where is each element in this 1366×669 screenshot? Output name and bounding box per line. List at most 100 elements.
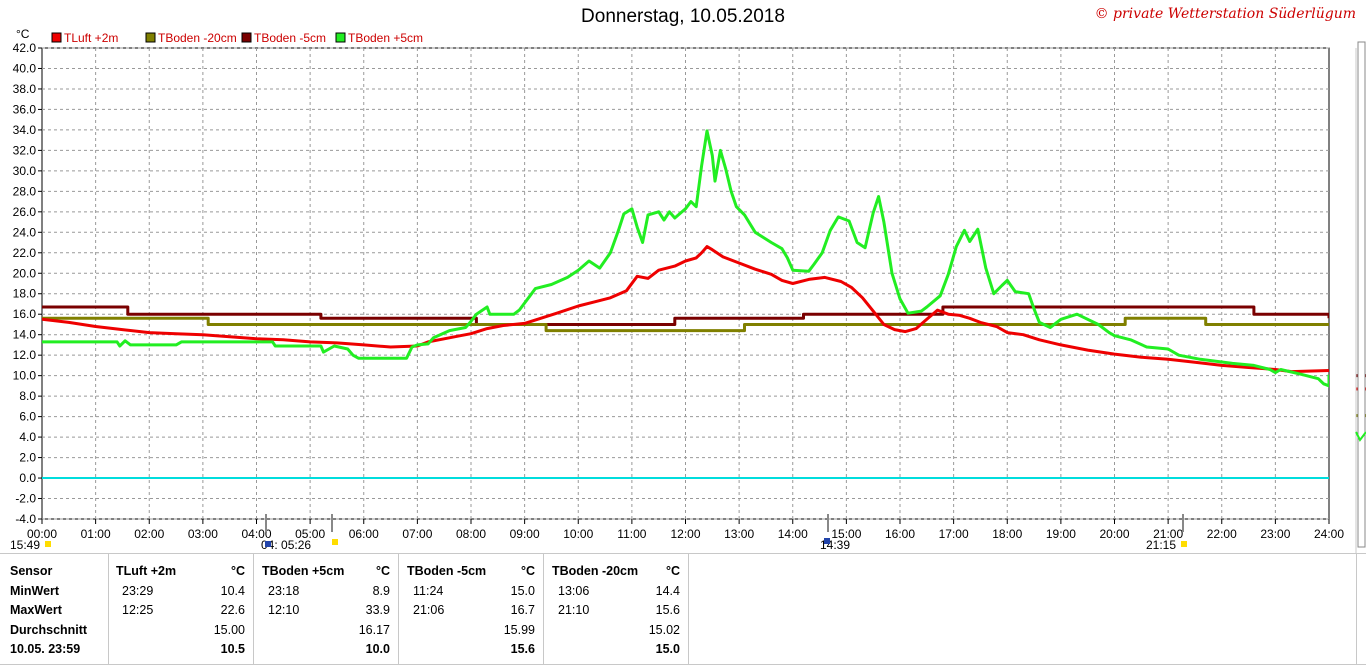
y-tick-label: 20.0: [13, 266, 37, 280]
stats-avg-value: 16.17: [358, 623, 390, 637]
chart: -4.0 -2.0 0.0 2.0 4.0 6.0 8.0 10.0 12.0 14.0 16.0 1…: [10, 27, 1366, 553]
x-tick-label: 17:00: [939, 527, 969, 541]
x-tick-label: 20:00: [1099, 527, 1129, 541]
stats-col-unit: °C: [375, 564, 390, 578]
y-tick-label: 40.0: [13, 61, 37, 75]
stats-top-line: [0, 553, 1366, 554]
y-tick-label: 22.0: [13, 246, 37, 260]
y-axis-label: °C: [16, 27, 30, 41]
y-tick-label: 30.0: [13, 164, 37, 178]
y-tick-label: 32.0: [13, 143, 37, 157]
y-tick-label: 24.0: [13, 225, 37, 239]
series-line-tboden-5cm: [42, 129, 1329, 388]
stats-divider: [108, 553, 109, 665]
marker-icon: [1181, 541, 1187, 547]
x-tick-label: 18:00: [992, 527, 1022, 541]
x-tick-label: 23:00: [1260, 527, 1290, 541]
scrollbar: [1357, 41, 1366, 548]
y-tick-label: 36.0: [13, 102, 37, 116]
stats-max-value: 33.9: [365, 603, 390, 617]
x-tick-label: 22:00: [1207, 527, 1237, 541]
marker-icon: [824, 538, 830, 544]
stats-last-value: 15.6: [510, 642, 535, 656]
stats-min-value: 15.0: [510, 584, 535, 598]
stats-min-value: 14.4: [655, 584, 680, 598]
y-tick-label: 2.0: [19, 451, 36, 465]
stats-min-time: 23:29: [122, 584, 154, 598]
stats-max-value: 22.6: [220, 603, 245, 617]
y-tick-label: 10.0: [13, 369, 37, 383]
legend-label: TBoden +5cm: [348, 31, 423, 45]
x-tick-label: 12:00: [670, 527, 700, 541]
x-tick-label: 11:00: [617, 527, 646, 541]
time-marker-label: 21:15: [1146, 538, 1176, 552]
marker-icon: [265, 541, 271, 547]
stats-last-value: 10.0: [365, 642, 390, 656]
legend-label: TBoden -5cm: [254, 31, 326, 45]
stats-avg-value: 15.99: [503, 623, 535, 637]
legend-label: TLuft +2m: [64, 31, 118, 45]
x-tick-label: 04:00: [241, 527, 271, 541]
stats-col-name: TBoden -5cm: [407, 564, 487, 578]
x-tick-label: 08:00: [456, 527, 486, 541]
y-tick-label: 38.0: [13, 82, 37, 96]
stats-header-sensor: Sensor: [10, 564, 53, 578]
legend-swatch: [51, 32, 62, 43]
legend-swatch: [241, 32, 252, 43]
x-tick-label: 15:00: [831, 527, 861, 541]
stats-max-time: 12:25: [122, 603, 154, 617]
stats-min-time: 13:06: [558, 584, 590, 598]
stats-max-value: 16.7: [510, 603, 535, 617]
stats-row-max: MaxWert: [10, 603, 62, 617]
series-line-tboden-5cm: [42, 305, 1329, 326]
legend-swatch: [145, 32, 156, 43]
stats-table: Sensor MinWert MaxWert Durchschnitt 10.0…: [0, 553, 1366, 669]
series-line-tluft-2m: [42, 245, 1329, 374]
stats-divider: [543, 553, 544, 665]
y-tick-label: -2.0: [15, 492, 36, 506]
legend-label: TBoden -20cm: [158, 31, 237, 45]
x-tick-label: 09:00: [510, 527, 540, 541]
stats-bottom-line: [0, 664, 1366, 665]
marker-icon: [332, 539, 338, 545]
stats-row-avg: Durchschnitt: [10, 623, 88, 637]
time-marker-label: 15:49: [10, 538, 40, 552]
y-tick-label: 4.0: [19, 430, 36, 444]
stats-col-unit: °C: [230, 564, 245, 578]
stats-max-time: 21:10: [558, 603, 590, 617]
stats-min-value: 8.9: [372, 584, 390, 598]
stats-min-value: 10.4: [220, 584, 245, 598]
stats-divider: [1356, 553, 1357, 665]
stats-divider: [688, 553, 689, 665]
stats-avg-value: 15.00: [213, 623, 245, 637]
y-tick-label: 0.0: [19, 471, 36, 485]
stats-col-name: TBoden -20cm: [552, 564, 639, 578]
y-tick-label: 28.0: [13, 184, 37, 198]
x-tick-label: 10:00: [563, 527, 593, 541]
y-tick-label: 14.0: [13, 328, 37, 342]
stats-avg-value: 15.02: [648, 623, 680, 637]
stats-last-value: 15.0: [655, 642, 680, 656]
y-tick-label: 34.0: [13, 123, 37, 137]
chart-title: Donnerstag, 10.05.2018: [581, 6, 785, 27]
stats-min-time: 11:24: [413, 584, 444, 598]
y-tick-label: 42.0: [13, 41, 37, 55]
x-tick-label: 24:00: [1314, 527, 1344, 541]
stats-last-value: 10.5: [220, 642, 245, 656]
x-tick-label: 16:00: [885, 527, 915, 541]
x-tick-label: 02:00: [134, 527, 164, 541]
x-tick-label: 21:00: [1153, 527, 1183, 541]
stats-col-unit: °C: [665, 564, 680, 578]
stats-max-value: 15.6: [655, 603, 680, 617]
y-tick-label: -4.0: [15, 512, 36, 526]
x-tick-label: 13:00: [724, 527, 754, 541]
y-tick-label: 12.0: [13, 348, 37, 362]
y-tick-label: 16.0: [13, 307, 37, 321]
stats-row-last: 10.05. 23:59: [10, 642, 81, 656]
stats-max-time: 21:06: [413, 603, 445, 617]
stats-max-time: 12:10: [268, 603, 300, 617]
x-tick-label: 19:00: [1046, 527, 1076, 541]
legend-swatch: [335, 32, 346, 43]
stats-col-name: TBoden +5cm: [262, 564, 345, 578]
x-tick-label: 05:00: [295, 527, 325, 541]
